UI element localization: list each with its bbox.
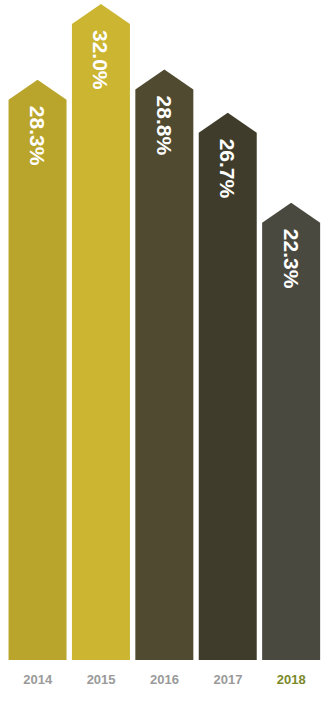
svg-text:2015: 2015: [87, 672, 116, 687]
svg-text:22.3%: 22.3%: [280, 229, 303, 289]
svg-text:2016: 2016: [150, 672, 179, 687]
svg-text:2018: 2018: [277, 672, 306, 687]
svg-text:2017: 2017: [213, 672, 242, 687]
svg-text:32.0%: 32.0%: [89, 30, 112, 90]
svg-text:26.7%: 26.7%: [216, 139, 239, 199]
svg-text:28.3%: 28.3%: [26, 106, 49, 166]
svg-text:28.8%: 28.8%: [153, 96, 176, 156]
svg-text:2014: 2014: [23, 672, 53, 687]
